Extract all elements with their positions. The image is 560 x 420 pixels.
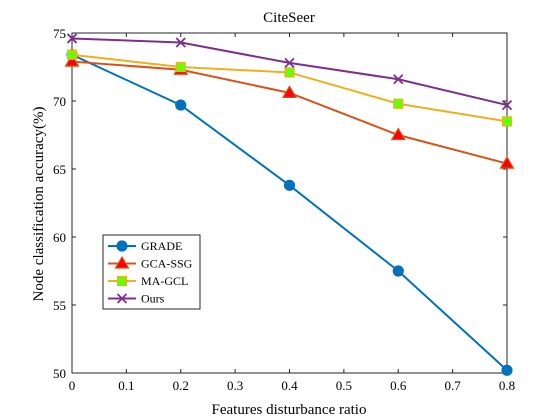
x-tick-label: 0.7: [445, 378, 462, 393]
legend-label: GCA-SSG: [141, 257, 193, 271]
chart-title: CiteSeer: [263, 10, 315, 26]
data-point-gca-ssg: [64, 53, 80, 67]
legend-marker-ours: [116, 293, 128, 304]
y-tick-label: 55: [53, 298, 66, 313]
legend-item-ma-gcl: MA-GCL: [108, 274, 188, 288]
legend-label: GRADE: [141, 239, 182, 253]
legend-item-ours: Ours: [108, 292, 165, 306]
data-point-ours: [393, 74, 404, 85]
y-tick-label: 70: [53, 94, 66, 109]
series-ours: [66, 33, 513, 111]
legend-item-grade: GRADE: [108, 239, 182, 253]
x-tick-label: 0.3: [227, 378, 243, 393]
data-point-ours: [284, 57, 295, 69]
data-point-ma-gcl: [284, 67, 295, 78]
data-point-gca-ssg: [281, 85, 298, 98]
data-point-ma-gcl: [501, 116, 513, 127]
series-layer: [64, 33, 515, 376]
y-tick-label: 50: [53, 366, 66, 381]
legend-marker-grade: [116, 240, 128, 252]
series-line-grade: [71, 53, 508, 372]
data-point-ours: [501, 99, 513, 111]
y-tick-label: 60: [53, 230, 66, 245]
legend-item-gca-ssg: GCA-SSG: [108, 255, 193, 271]
x-tick-label: 0.4: [281, 378, 298, 393]
x-axis-ticks: 0 0.1 0.2 0.3 0.4 0.5 0.6 0.7 0.8: [69, 33, 515, 393]
data-point-ma-gcl: [175, 61, 186, 73]
data-point-gca-ssg: [390, 127, 406, 141]
legend-marker-ma-gcl: [116, 275, 128, 287]
x-tick-label: 0.8: [499, 378, 515, 393]
series-ma-gcl: [66, 49, 513, 127]
legend: GRADE GCA-SSG MA-GCL Ours: [102, 234, 201, 310]
x-axis-label: Features disturbance ratio: [212, 402, 367, 418]
data-point-ours: [175, 37, 186, 48]
data-point-gca-ssg: [499, 155, 515, 169]
y-axis-ticks: 50 55 60 65 70 75: [53, 26, 507, 381]
data-point-grade: [175, 99, 187, 111]
x-tick-label: 0.2: [173, 378, 189, 393]
y-tick-label: 75: [53, 26, 66, 41]
legend-label: MA-GCL: [141, 274, 188, 288]
legend-marker-gca-ssg: [114, 255, 130, 269]
x-tick-label: 0.6: [390, 378, 407, 393]
y-axis-label: Node classification accuracy(%): [31, 107, 47, 302]
x-tick-label: 0: [69, 378, 76, 393]
x-tick-label: 0.1: [118, 378, 134, 393]
data-point-ours: [66, 33, 78, 44]
data-point-grade: [501, 364, 513, 376]
data-point-grade: [392, 265, 404, 277]
legend-label: Ours: [141, 292, 165, 306]
data-point-ma-gcl: [66, 49, 78, 60]
data-point-grade: [283, 179, 296, 191]
series-grade: [66, 49, 513, 376]
x-tick-label: 0.5: [336, 378, 352, 393]
data-point-ma-gcl: [393, 98, 404, 109]
y-tick-label: 65: [53, 162, 66, 177]
